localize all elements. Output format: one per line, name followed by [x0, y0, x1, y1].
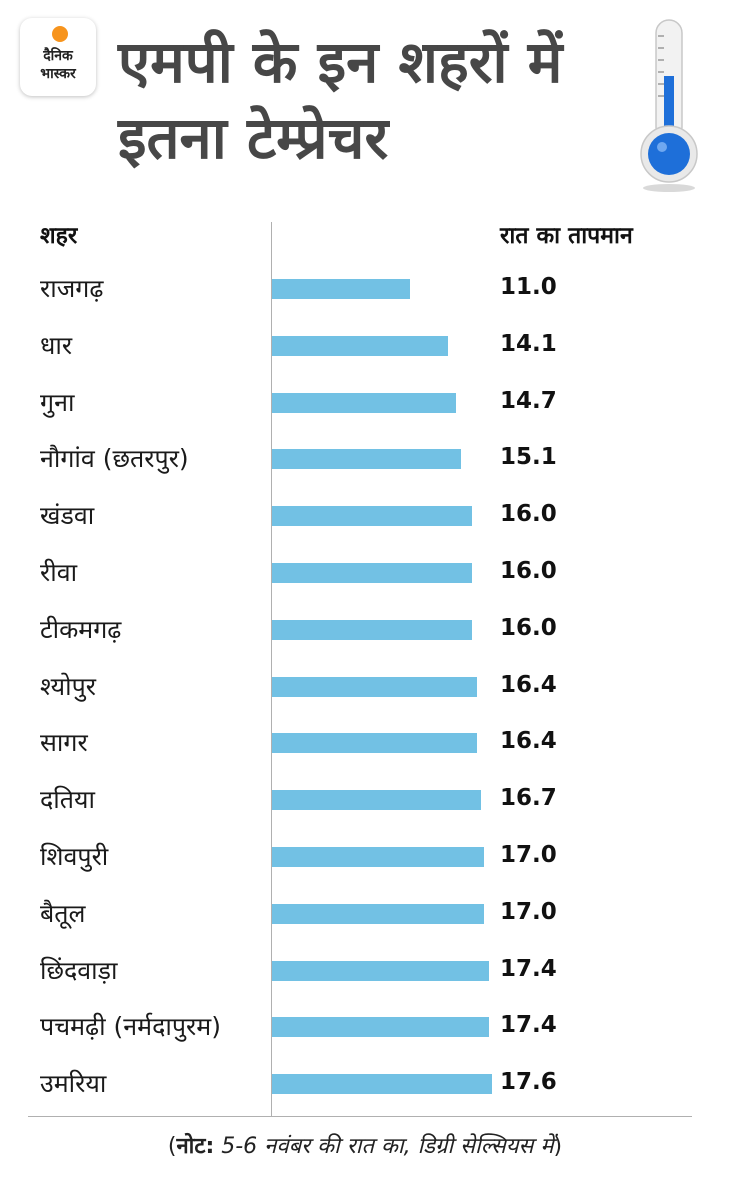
- temperature-value: 16.0: [500, 614, 557, 641]
- brand-name-line2: भास्कर: [40, 66, 76, 82]
- temperature-value: 17.4: [500, 955, 557, 982]
- city-label: छिंदवाड़ा: [40, 955, 118, 985]
- chart-title: एमपी के इन शहरों में इतना टेम्प्रेचर: [118, 28, 563, 172]
- city-label: खंडवा: [40, 501, 95, 531]
- temperature-value: 17.4: [500, 1012, 557, 1039]
- temperature-value: 16.7: [500, 785, 557, 812]
- brand-logo: दैनिक भास्कर: [20, 18, 96, 96]
- city-label: गुना: [40, 387, 75, 417]
- temperature-bar: [272, 960, 489, 981]
- temperature-value: 14.1: [500, 330, 557, 357]
- city-label: श्योपुर: [40, 671, 97, 701]
- temperature-bar: [272, 506, 472, 527]
- brand-name-line1: दैनिक: [43, 48, 73, 64]
- temperature-value: 17.6: [500, 1069, 557, 1096]
- city-label: रीवा: [40, 558, 78, 587]
- temperature-bar: [272, 392, 456, 413]
- thermometer-icon: [640, 19, 698, 192]
- temperature-bar: [272, 449, 461, 470]
- city-label: पचमढ़ी (नर्मदापुरम): [40, 1012, 221, 1042]
- note-text: 5-6 नवंबर की रात का, डिग्री सेल्सियस में: [221, 1134, 554, 1159]
- city-label: बैतूल: [40, 898, 86, 928]
- city-label: टीकमगढ़: [40, 614, 122, 644]
- temperature-bar: [272, 563, 472, 583]
- footnote: (नोट: 5-6 नवंबर की रात का, डिग्री सेल्सि…: [0, 1130, 730, 1160]
- temperature-value: 16.4: [500, 671, 557, 698]
- temperature-bar: [272, 1074, 492, 1095]
- temperature-bar: [272, 847, 484, 867]
- note-prefix: नोट:: [176, 1134, 215, 1159]
- city-label: नौगांव (छतरपुर): [40, 444, 189, 474]
- sun-icon: [52, 26, 68, 42]
- temperature-bar: [272, 335, 448, 356]
- temperature-value: 17.0: [500, 842, 557, 868]
- temperature-value: 16.4: [500, 728, 557, 755]
- city-label: दतिया: [40, 785, 95, 815]
- axis-divider: [271, 222, 272, 1116]
- temperature-value: 11.0: [500, 274, 557, 300]
- baseline-divider: [28, 1116, 692, 1117]
- temperature-bar: [272, 733, 477, 754]
- temperature-bar: [272, 279, 410, 299]
- temperature-bar: [272, 903, 484, 924]
- city-label: सागर: [40, 728, 88, 758]
- temperature-bar: [272, 790, 481, 811]
- temperature-value: 14.7: [500, 387, 557, 414]
- temperature-value: 16.0: [500, 501, 557, 528]
- city-label: धार: [40, 330, 73, 360]
- temperature-bar: [272, 619, 472, 640]
- temperature-bar: [272, 676, 477, 697]
- temperature-value: 16.0: [500, 558, 557, 584]
- city-label: उमरिया: [40, 1069, 107, 1099]
- note-open: (: [167, 1134, 177, 1159]
- note-close: ): [553, 1134, 563, 1159]
- city-label: शिवपुरी: [40, 842, 109, 871]
- temperature-bar: [272, 1017, 489, 1038]
- city-column-header: शहर: [40, 223, 78, 249]
- temperature-value: 15.1: [500, 444, 557, 471]
- temperature-column-header: रात का तापमान: [500, 223, 633, 249]
- temperature-value: 17.0: [500, 898, 557, 925]
- city-label: राजगढ़: [40, 274, 104, 303]
